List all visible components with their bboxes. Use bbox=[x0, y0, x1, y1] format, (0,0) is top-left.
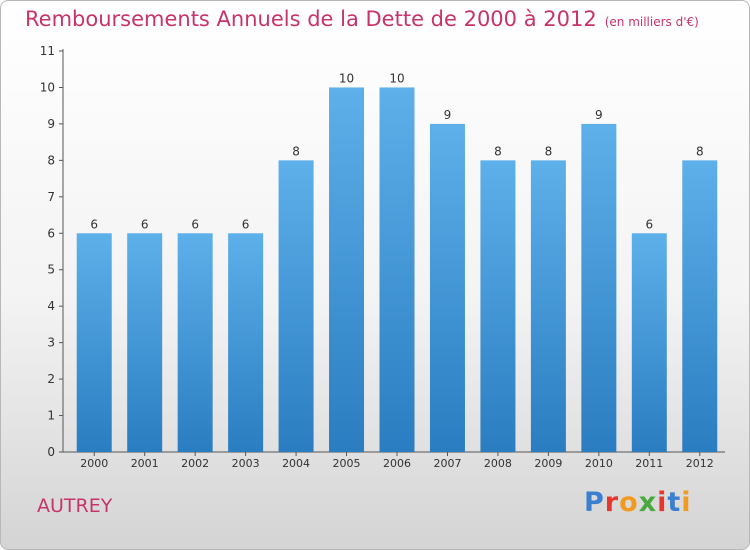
bar bbox=[76, 233, 112, 452]
y-tick-label: 2 bbox=[47, 372, 55, 386]
x-tick-label: 2000 bbox=[80, 457, 108, 470]
logo-letter: i bbox=[657, 487, 668, 518]
chart-subtitle: (en milliers d'€) bbox=[604, 15, 699, 29]
x-tick-label: 2004 bbox=[282, 457, 310, 470]
bar bbox=[329, 87, 365, 453]
bar bbox=[177, 233, 213, 452]
x-tick-label: 2001 bbox=[131, 457, 159, 470]
x-tick-label: 2007 bbox=[433, 457, 461, 470]
x-tick-label: 2003 bbox=[232, 457, 260, 470]
data-label: 9 bbox=[595, 108, 603, 122]
y-tick-label: 6 bbox=[47, 226, 55, 240]
logo-letter: t bbox=[667, 487, 682, 518]
proxiti-logo: Proxiti bbox=[584, 487, 692, 518]
data-label: 6 bbox=[141, 217, 149, 231]
data-label: 6 bbox=[645, 217, 653, 231]
bar bbox=[278, 160, 314, 452]
y-tick-label: 0 bbox=[47, 445, 55, 459]
data-label: 6 bbox=[191, 217, 199, 231]
y-tick-label: 11 bbox=[40, 44, 55, 58]
data-label: 10 bbox=[339, 71, 354, 85]
bar bbox=[530, 160, 566, 452]
x-tick-label: 2011 bbox=[635, 457, 663, 470]
logo-letter: o bbox=[619, 487, 639, 518]
y-tick-label: 4 bbox=[47, 299, 55, 313]
chart-title: Remboursements Annuels de la Dette de 20… bbox=[25, 7, 699, 31]
bar bbox=[631, 233, 667, 452]
bar bbox=[429, 123, 465, 452]
data-label: 8 bbox=[292, 144, 300, 158]
bar bbox=[379, 87, 415, 453]
bar bbox=[682, 160, 718, 452]
commune-name: AUTREY bbox=[37, 495, 113, 517]
data-label: 8 bbox=[494, 144, 502, 158]
x-tick-label: 2008 bbox=[484, 457, 512, 470]
x-tick-label: 2009 bbox=[534, 457, 562, 470]
bar bbox=[480, 160, 516, 452]
logo-letter: P bbox=[584, 487, 605, 518]
y-tick-label: 9 bbox=[47, 117, 55, 131]
logo-letter: i bbox=[681, 487, 692, 518]
y-tick-label: 3 bbox=[47, 336, 55, 350]
data-label: 8 bbox=[545, 144, 553, 158]
y-tick-label: 10 bbox=[40, 80, 55, 94]
y-tick-label: 8 bbox=[47, 153, 55, 167]
data-label: 6 bbox=[90, 217, 98, 231]
data-label: 6 bbox=[242, 217, 250, 231]
x-tick-label: 2012 bbox=[686, 457, 714, 470]
x-tick-label: 2006 bbox=[383, 457, 411, 470]
logo-letter: r bbox=[604, 487, 620, 518]
data-label: 9 bbox=[444, 108, 452, 122]
x-tick-label: 2002 bbox=[181, 457, 209, 470]
x-tick-label: 2010 bbox=[585, 457, 613, 470]
y-tick-label: 5 bbox=[47, 263, 55, 277]
y-tick-label: 7 bbox=[47, 190, 55, 204]
bar bbox=[127, 233, 163, 452]
data-label: 10 bbox=[389, 71, 404, 85]
bar bbox=[228, 233, 264, 452]
chart-title-text: Remboursements Annuels de la Dette de 20… bbox=[25, 7, 597, 31]
logo-letter: x bbox=[638, 487, 658, 518]
y-tick-label: 1 bbox=[47, 409, 55, 423]
data-label: 8 bbox=[696, 144, 704, 158]
x-tick-label: 2005 bbox=[333, 457, 361, 470]
bar bbox=[581, 123, 617, 452]
